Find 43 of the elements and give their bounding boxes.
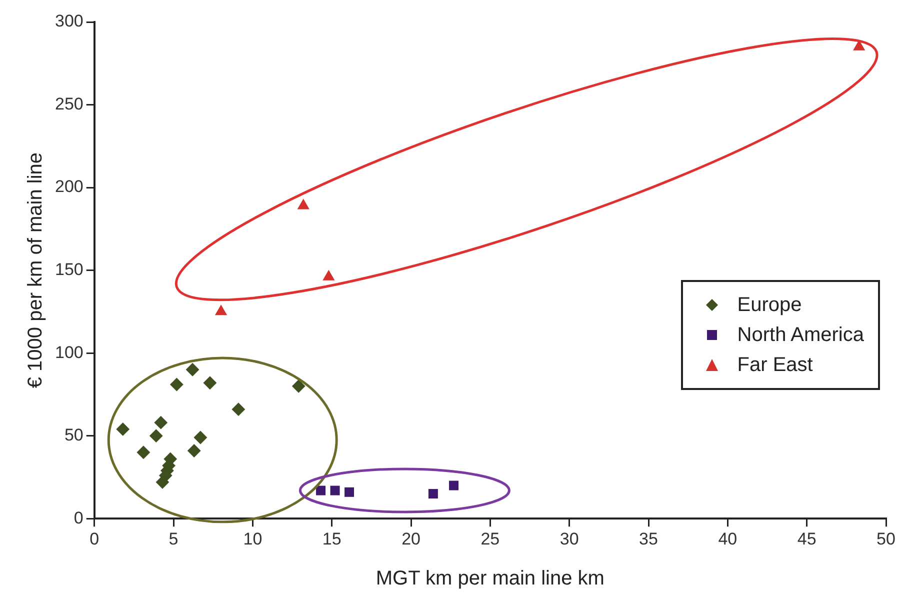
- point: [449, 480, 459, 490]
- legend-label: North America: [737, 324, 864, 347]
- point: [298, 199, 310, 210]
- y-axis-title: € 1000 per km of main line: [24, 152, 47, 388]
- point: [156, 476, 169, 489]
- x-tick-label: 35: [639, 529, 658, 548]
- x-tick-label: 30: [560, 529, 579, 548]
- x-tick-label: 0: [90, 529, 100, 548]
- legend-label: Far East: [737, 354, 813, 377]
- point: [136, 446, 150, 459]
- point: [322, 270, 334, 280]
- x-tick-label: 20: [402, 529, 420, 548]
- x-tick-label: 40: [718, 529, 738, 548]
- y-tick-label: 150: [54, 260, 84, 279]
- point: [215, 305, 227, 316]
- x-tick-label: 25: [480, 529, 500, 548]
- point: [344, 487, 354, 497]
- x-tick-label: 5: [168, 529, 178, 548]
- point: [232, 402, 245, 416]
- point: [428, 489, 438, 499]
- x-tick-label: 15: [322, 529, 342, 548]
- y-tick-label: 200: [54, 177, 84, 196]
- y-tick-label: 100: [54, 342, 84, 362]
- point: [188, 444, 201, 458]
- point: [330, 486, 340, 496]
- point: [316, 486, 326, 496]
- point: [116, 422, 130, 436]
- point: [194, 430, 207, 444]
- point: [154, 416, 168, 430]
- y-tick-label: 0: [74, 508, 84, 528]
- legend-label: Europe: [737, 294, 802, 317]
- x-tick-label: 10: [243, 529, 262, 548]
- x-tick-label: 50: [876, 529, 896, 548]
- point: [186, 363, 200, 376]
- point: [170, 378, 184, 392]
- y-tick-label: 300: [54, 12, 84, 31]
- y-tick-label: 50: [64, 426, 84, 445]
- x-axis-title: MGT km per main line km: [376, 568, 604, 590]
- point: [292, 380, 306, 393]
- point: [203, 376, 216, 390]
- point: [150, 429, 163, 442]
- y-tick-label: 250: [54, 94, 84, 114]
- x-tick-label: 45: [797, 529, 816, 548]
